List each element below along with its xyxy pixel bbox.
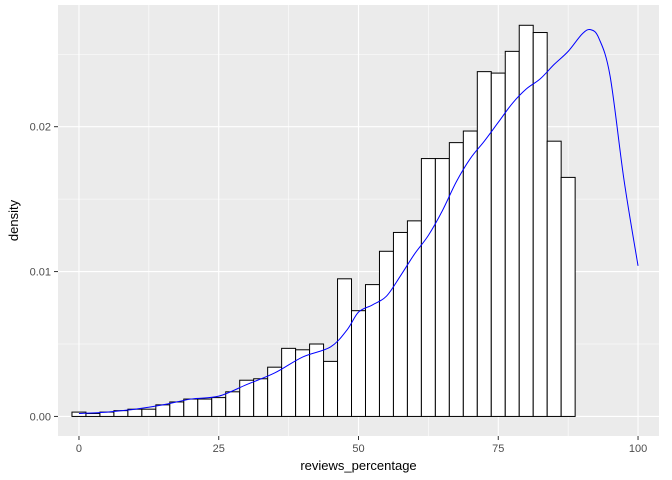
x-tick-label: 75 — [492, 443, 504, 455]
histogram-bar — [225, 391, 241, 417]
histogram-bar — [504, 50, 520, 417]
histogram-bar — [253, 378, 269, 417]
histogram-bar — [211, 397, 227, 417]
histogram-bar — [420, 158, 436, 417]
y-tick-label: 0.00 — [30, 411, 51, 423]
histogram-bar — [183, 398, 199, 417]
histogram-bar — [560, 176, 576, 417]
x-tick-label: 0 — [76, 443, 82, 455]
histogram-bar — [281, 347, 297, 417]
histogram-bar — [434, 158, 450, 417]
x-tick-label: 50 — [352, 443, 364, 455]
histogram-bar — [85, 413, 101, 417]
y-tick-label: 0.02 — [30, 122, 51, 134]
histogram-bar — [71, 411, 87, 417]
y-axis-title: density — [6, 199, 21, 241]
histogram-bar — [406, 220, 422, 417]
x-axis-title: reviews_percentage — [300, 458, 416, 473]
histogram-bar — [309, 343, 325, 417]
histogram-bar — [351, 310, 366, 417]
x-tick-label: 25 — [213, 443, 225, 455]
histogram-bar — [239, 379, 255, 417]
histogram-bar — [490, 72, 506, 417]
y-axis: 0.00 0.01 0.02 — [30, 122, 58, 423]
histogram-bar — [155, 404, 171, 417]
histogram-bar — [476, 71, 492, 417]
histogram-bar — [337, 278, 353, 417]
histogram-bar — [141, 408, 157, 417]
histogram-bar — [392, 231, 408, 417]
x-tick-label: 100 — [629, 443, 647, 455]
histogram-bars — [71, 24, 576, 417]
y-tick-label: 0.01 — [30, 267, 51, 279]
histogram-bar — [518, 24, 534, 417]
x-axis: 0 25 50 75 100 — [76, 436, 647, 455]
histogram-bar — [448, 142, 464, 417]
histogram-bar — [267, 366, 283, 417]
histogram-bar — [169, 401, 185, 417]
histogram-bar — [378, 250, 394, 417]
histogram-bar — [532, 32, 548, 417]
density-curve — [78, 28, 639, 415]
histogram-bar — [197, 398, 213, 417]
histogram-bar — [323, 360, 339, 417]
histogram-bar — [546, 140, 562, 417]
histogram-bar — [462, 130, 478, 417]
